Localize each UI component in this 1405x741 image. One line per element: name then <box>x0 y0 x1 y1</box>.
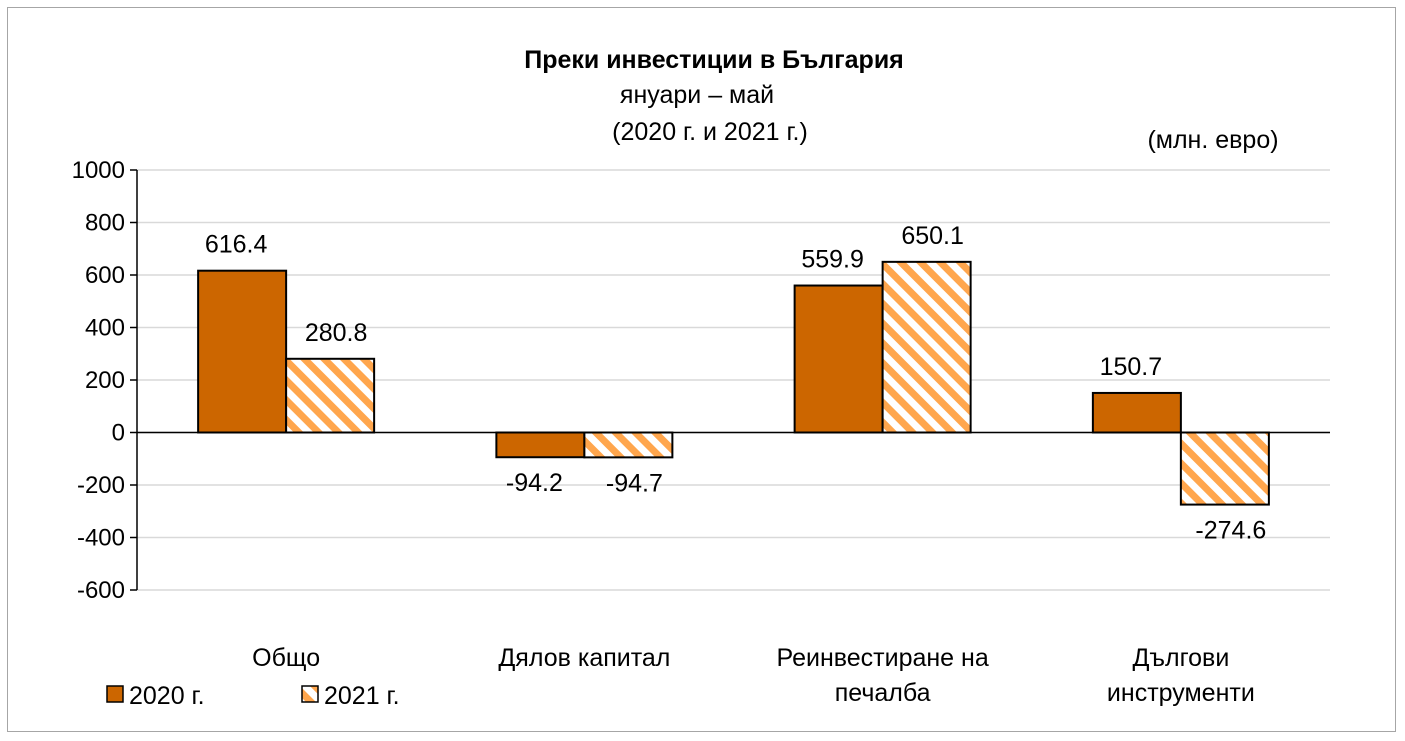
category-labels: Общо Дялов капитал Реинвестиране на печалба… <box>252 644 1255 707</box>
category-label: инструменти <box>1107 679 1255 707</box>
y-tick-label: 400 <box>85 315 125 342</box>
bars <box>197 260 1270 506</box>
legend-swatch <box>106 685 124 703</box>
y-tick-label: -400 <box>77 525 125 552</box>
chart-subtitle-period: януари – май <box>620 81 774 109</box>
data-label: 280.8 <box>305 319 368 347</box>
chart-title: Преки инвестиции в България <box>524 46 904 74</box>
data-label: 150.7 <box>1100 353 1163 381</box>
legend-label: 2020 г. <box>129 682 205 710</box>
bar-2020 <box>1091 391 1182 434</box>
y-tick-label: 1000 <box>72 157 125 184</box>
bar-2021 <box>583 431 674 459</box>
data-label: 559.9 <box>801 246 864 274</box>
category-label: печалба <box>835 679 931 707</box>
y-tick-labels: 1000 800 600 400 200 0 -200 -400 -600 <box>72 157 125 604</box>
y-tick-label: 600 <box>85 262 125 289</box>
y-tick-label: 800 <box>85 210 125 237</box>
bar-2021 <box>1179 431 1270 506</box>
y-tick-label: 0 <box>112 420 125 447</box>
bar-2020 <box>197 269 288 434</box>
legend: 2020 г. 2021 г. <box>106 682 400 710</box>
category-label: Общо <box>252 644 320 672</box>
data-label: 616.4 <box>205 231 268 259</box>
data-label: 650.1 <box>901 222 964 250</box>
bar-2021 <box>881 260 972 434</box>
axes <box>130 169 1330 591</box>
category-label: Дългови <box>1132 644 1229 672</box>
y-tick-label: -600 <box>77 577 125 604</box>
y-tick-label: -200 <box>77 472 125 499</box>
y-tick-label: 200 <box>85 367 125 394</box>
data-labels: 616.4 280.8 -94.2 -94.7 559.9 650.1 150.7 -274.… <box>205 222 1266 545</box>
data-label: -94.7 <box>606 469 663 497</box>
category-label: Дялов капитал <box>498 644 670 672</box>
chart-subtitle-years: (2020 г. и 2021 г.) <box>612 118 808 146</box>
bar-2020 <box>495 431 586 459</box>
data-label: -274.6 <box>1195 517 1266 545</box>
legend-label: 2021 г. <box>324 682 400 710</box>
bar-2021 <box>285 357 376 434</box>
legend-swatch <box>301 685 319 703</box>
bar-2020 <box>793 284 884 434</box>
unit-label: (млн. евро) <box>1147 126 1278 154</box>
data-label: -94.2 <box>506 469 563 497</box>
category-label: Реинвестиране на <box>777 644 989 672</box>
